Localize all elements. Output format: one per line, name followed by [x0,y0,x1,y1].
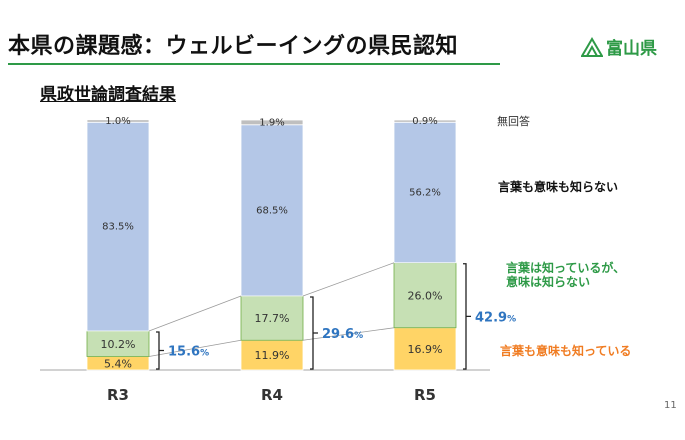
data-label: 10.2% [101,338,136,351]
legend-unaware: 言葉も意味も知らない [498,180,619,194]
connector-line [302,262,395,297]
data-label: 11.9% [255,349,290,362]
title-underline [8,63,500,65]
data-label: 56.2% [409,188,441,199]
legend-no-answer: 無回答 [497,115,530,128]
logo: 富山県 [581,34,657,59]
legend-word-only-line1: 言葉は知っているが、 [506,261,626,275]
total-bracket [156,331,164,370]
total-label: 15.6% [168,345,209,360]
bar-segment [240,124,304,297]
data-label: 1.0% [105,116,130,127]
total-label: 42.9% [475,310,516,325]
data-label: 83.5% [102,222,134,233]
total-bracket [310,296,318,370]
connector-line [148,295,242,332]
data-label: 68.5% [256,205,288,216]
legend-word-only: 言葉は知っているが、 意味は知らない [506,261,625,289]
page-number: 11 [664,400,677,411]
page-title: 本県の課題感：ウェルビーイングの県民認知 [8,34,459,59]
bar-segment [86,121,150,332]
mountain-logo-icon [581,36,603,57]
bar-segment [240,295,304,341]
data-label: 1.9% [259,117,284,128]
connector-line [302,327,395,341]
bar-segment [393,121,457,264]
chart-subtitle: 県政世論調査結果 [40,85,176,105]
legend-word-and-meaning: 言葉も意味も知っている [500,344,632,358]
total-label: 29.6% [322,327,363,342]
data-label: 26.0% [408,289,443,302]
bar-segment [240,119,304,126]
bar-segment [393,119,457,123]
data-label: 17.7% [255,312,290,325]
x-tick-label: R4 [261,386,283,404]
x-tick-label: R3 [107,386,129,404]
bar-segment [86,119,150,123]
data-label: 0.9% [412,116,437,127]
data-label: 5.4% [104,357,132,370]
connector-line [148,339,242,357]
legend-word-only-line2: 意味は知らない [506,275,591,289]
x-tick-label: R5 [414,386,436,404]
bar-segment [240,339,304,371]
total-bracket [463,263,471,370]
bar-segment [393,327,457,371]
data-label: 16.9% [408,343,443,356]
logo-text: 富山県 [606,39,657,59]
